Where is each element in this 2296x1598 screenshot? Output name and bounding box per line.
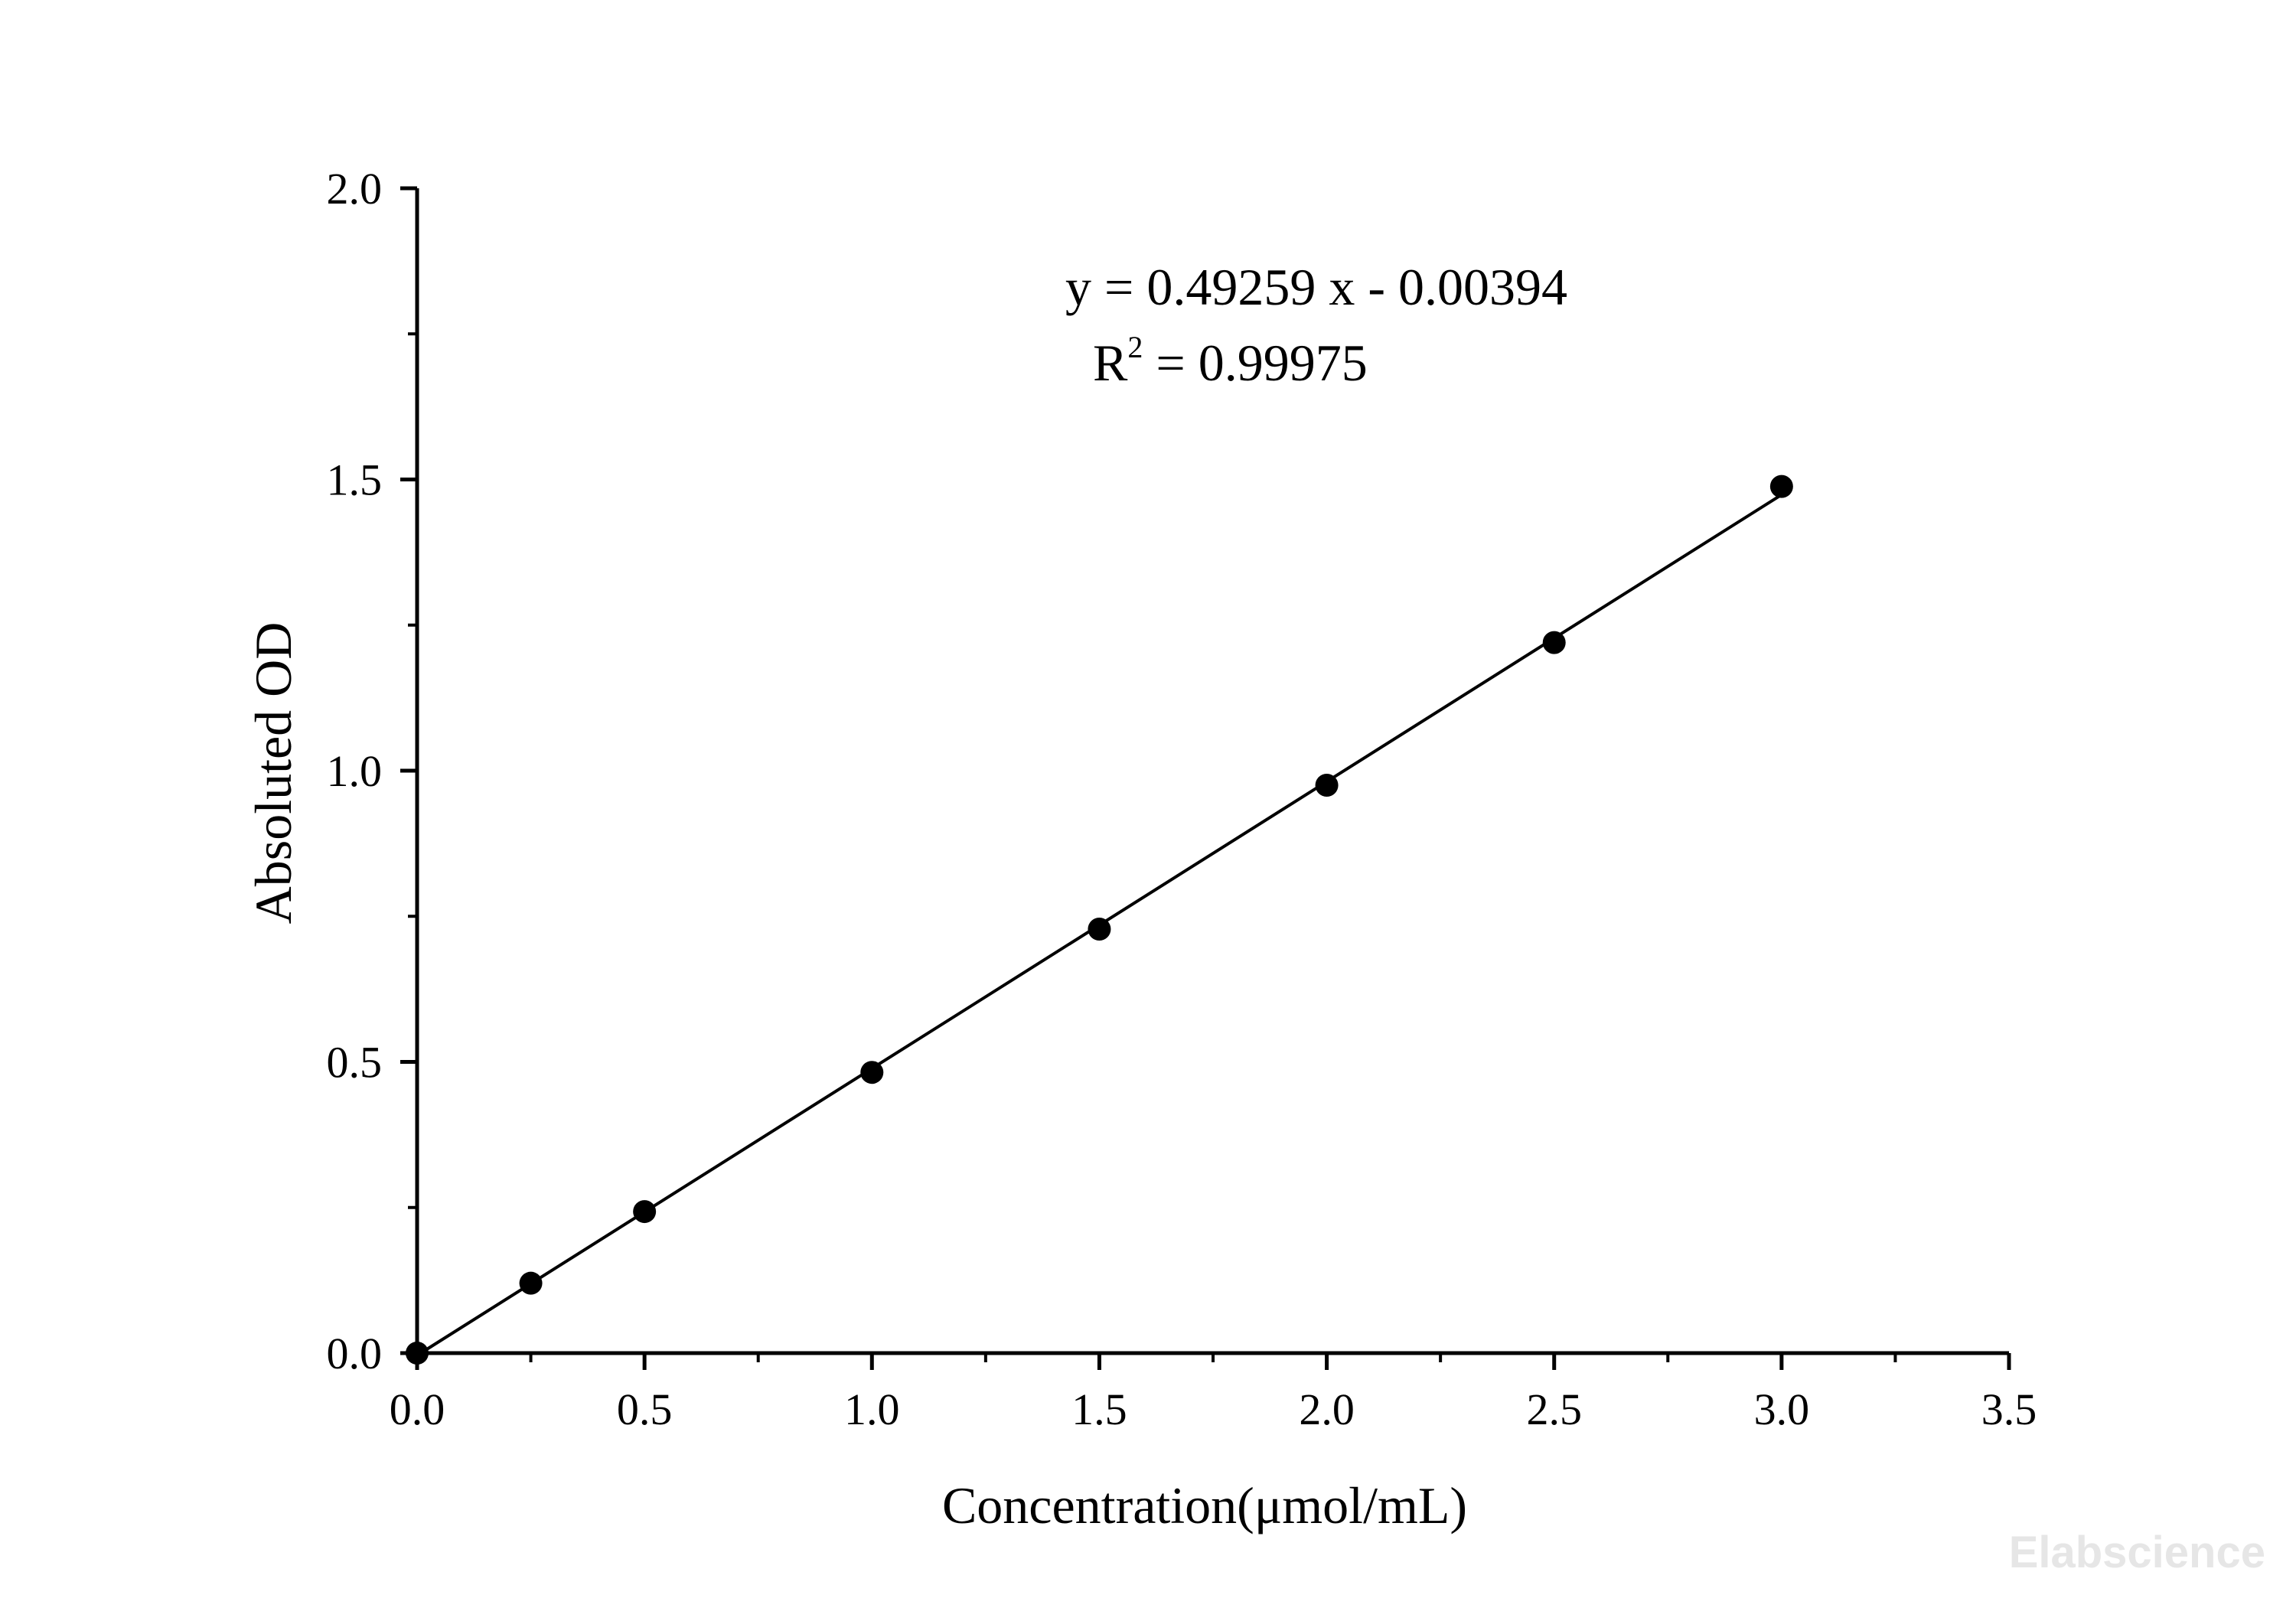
data-points: [406, 475, 1793, 1365]
data-point: [860, 1061, 884, 1084]
y-axis-title: Absoluted OD: [244, 622, 302, 925]
data-point: [1088, 917, 1111, 941]
data-point: [1769, 475, 1793, 498]
x-tick-label: 1.0: [844, 1384, 900, 1434]
r-squared-label: R: [1093, 334, 1128, 392]
watermark-logo: Elabscience: [2009, 1528, 2265, 1577]
y-tick-label: 1.0: [327, 746, 383, 796]
x-axis-title: Concentration(μmol/mL): [942, 1476, 1467, 1534]
x-tick-label: 0.0: [390, 1384, 445, 1434]
x-tick-label: 3.0: [1754, 1384, 1810, 1434]
data-point: [406, 1342, 429, 1365]
x-tick-label: 2.0: [1299, 1384, 1355, 1434]
y-tick-label: 0.5: [327, 1038, 383, 1088]
r-squared: R2 = 0.99975: [1093, 330, 1368, 392]
r-squared-superscript: 2: [1127, 330, 1143, 364]
y-tick-label: 2.0: [327, 164, 383, 214]
x-tick-label: 2.5: [1526, 1384, 1582, 1434]
y-tick-label: 0.0: [327, 1329, 383, 1378]
y-tick-label: 1.5: [327, 455, 383, 505]
x-tick-label: 1.5: [1071, 1384, 1127, 1434]
x-tick-label: 3.5: [1981, 1384, 2037, 1434]
x-tick-label: 0.5: [617, 1384, 673, 1434]
ticks: 0.0 0.5 1.0 1.5 2.0 2.5 3.0 3.5 0.0 0.5 1.0 1.5 2.0: [327, 164, 2037, 1434]
data-point: [519, 1271, 543, 1295]
data-point: [1542, 631, 1566, 654]
data-point: [633, 1200, 657, 1224]
r-squared-value: = 0.99975: [1143, 334, 1367, 392]
regression-equation: y = 0.49259 x - 0.00394: [1065, 258, 1567, 316]
data-point: [1315, 774, 1339, 797]
